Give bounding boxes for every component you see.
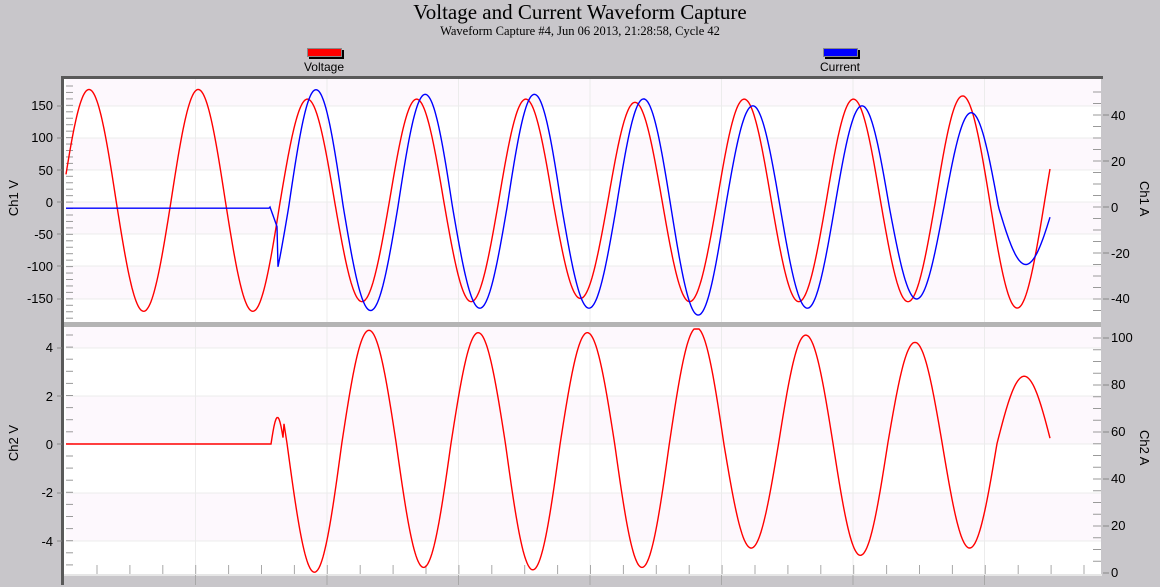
ch1-left-tick: 50 xyxy=(38,163,53,178)
bottom-axis-strip xyxy=(64,574,1102,587)
ch1-left-tick: 0 xyxy=(45,195,53,210)
chart-subtitle: Waveform Capture #4, Jun 06 2013, 21:28:… xyxy=(440,24,720,38)
ch1-left-tick: -50 xyxy=(34,227,53,242)
ch2-right-tick: 100 xyxy=(1111,330,1133,345)
legend-voltage[interactable]: Voltage xyxy=(296,48,352,74)
ch2-left-tick: 0 xyxy=(45,437,53,452)
chart-title: Voltage and Current Waveform Capture xyxy=(413,0,747,24)
ch2-left-tick: -2 xyxy=(41,485,53,500)
legend-voltage-label: Voltage xyxy=(303,60,345,74)
ch2-right-tick: 40 xyxy=(1111,471,1126,486)
ch1-right-tick: 40 xyxy=(1111,108,1126,123)
ch1-right-tick: -20 xyxy=(1111,246,1130,261)
ch1-left-tick: -150 xyxy=(26,291,53,306)
ch2-right-axis-label: Ch2 A xyxy=(1137,430,1152,466)
legend-current-label: Current xyxy=(819,60,860,74)
ch1-right-tick: -40 xyxy=(1111,291,1130,306)
ch2-right-tick: 60 xyxy=(1111,424,1126,439)
ch1-left-tick: -100 xyxy=(26,259,53,274)
ch1-left-tick: 100 xyxy=(31,130,53,145)
ch1-right-tick: 0 xyxy=(1111,200,1119,215)
legend-current[interactable]: Current xyxy=(812,48,868,74)
ch2-left-tick: 2 xyxy=(45,389,53,404)
ch2-left-tick: 4 xyxy=(45,340,53,355)
current-swatch-icon xyxy=(822,48,858,57)
right-edge xyxy=(1101,79,1106,585)
ch2-left-tick: -4 xyxy=(41,534,53,549)
ch2-right-tick: 80 xyxy=(1111,377,1126,392)
voltage-swatch-icon xyxy=(306,48,342,57)
ch1-right-tick: 20 xyxy=(1111,154,1126,169)
panel-separator[interactable] xyxy=(64,322,1102,327)
ch1-right-axis-label: Ch1 A xyxy=(1137,181,1152,217)
ch1-left-tick: 150 xyxy=(31,98,53,113)
ch2-right-tick: 0 xyxy=(1111,565,1119,580)
ch2-right-tick: 20 xyxy=(1111,518,1126,533)
